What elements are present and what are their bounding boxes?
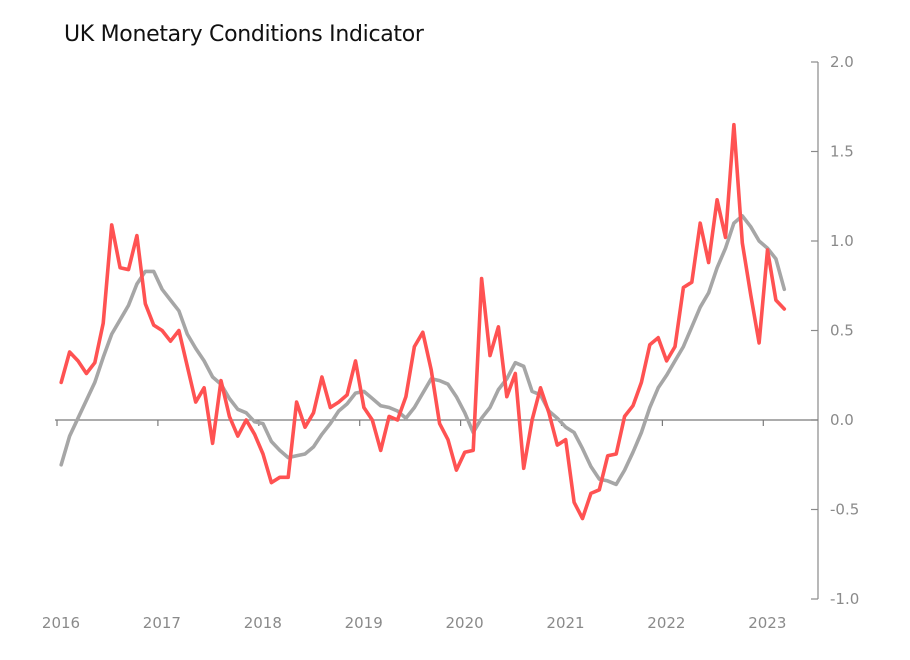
y-tick-label: -1.0 bbox=[830, 590, 859, 608]
y-tick-label: 0.0 bbox=[830, 411, 854, 429]
x-tick-label: 2021 bbox=[546, 614, 584, 632]
x-tick-label: 2019 bbox=[345, 614, 383, 632]
y-tick-label: -0.5 bbox=[830, 501, 859, 519]
x-tick-label: 2022 bbox=[647, 614, 685, 632]
y-tick-label: 2.0 bbox=[830, 53, 854, 71]
x-tick-label: 2023 bbox=[748, 614, 786, 632]
y-tick-label: 1.0 bbox=[830, 232, 854, 250]
x-tick-label: 2020 bbox=[446, 614, 484, 632]
y-tick-label: 0.5 bbox=[830, 322, 854, 340]
chart-title: UK Monetary Conditions Indicator bbox=[64, 22, 424, 47]
series-line-1 bbox=[59, 214, 787, 487]
y-tick-label: 1.5 bbox=[830, 143, 854, 161]
x-tick-label: 2016 bbox=[42, 614, 80, 632]
x-tick-label: 2017 bbox=[143, 614, 181, 632]
series-line-0 bbox=[59, 122, 787, 521]
x-tick-label: 2018 bbox=[244, 614, 282, 632]
